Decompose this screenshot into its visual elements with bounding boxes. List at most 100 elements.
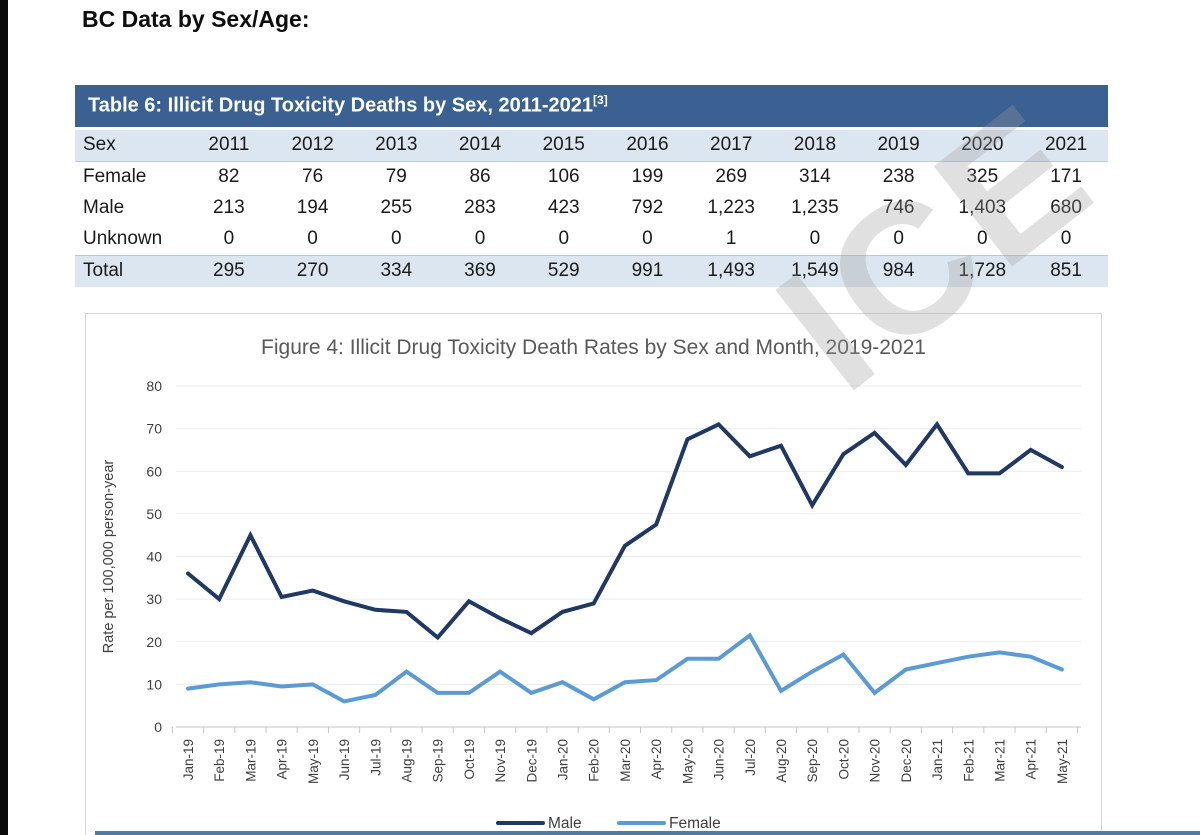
value-cell: 238 xyxy=(882,166,915,188)
value-cell: 255 xyxy=(380,197,413,219)
page-left-edge-bar xyxy=(0,0,8,835)
column-header: 2014 xyxy=(458,134,502,156)
value-cell: 1,549 xyxy=(791,260,839,282)
legend-label-male: Male xyxy=(548,815,582,832)
x-tick-label: Aug-20 xyxy=(774,739,789,783)
value-cell: 680 xyxy=(1050,197,1082,219)
column-header: 2021 xyxy=(1044,134,1088,156)
legend-label-female: Female xyxy=(669,815,721,832)
row-label-cell: Female xyxy=(83,166,147,188)
x-tick-label: Jan-19 xyxy=(181,739,196,780)
value-cell: 1,728 xyxy=(958,260,1007,282)
table6-title: Table 6: Illicit Drug Toxicity Deaths by… xyxy=(88,94,594,117)
table-header-row: Sex 2011 2012 2013 2014 2015 2016 2017 2018 2019 2… xyxy=(75,129,1108,162)
value-cell: 0 xyxy=(307,228,318,250)
female-line xyxy=(186,632,1064,704)
table-row: Unknown 0 0 0 0 0 0 1 0 0 0 0 xyxy=(75,224,1108,256)
value-cell: 76 xyxy=(302,166,324,188)
value-cell: 0 xyxy=(223,228,235,250)
x-tick-label: Jul-19 xyxy=(368,739,383,776)
y-axis-title: Rate per 100,000 person-year xyxy=(101,460,117,654)
row-label-cell: Male xyxy=(83,197,125,219)
figure4-panel: Figure 4: Illicit Drug Toxicity Death Ra… xyxy=(85,313,1102,835)
value-cell: 314 xyxy=(799,166,831,188)
male-line xyxy=(186,420,1064,641)
value-cell: 0 xyxy=(391,228,402,250)
x-tick-label: Aug-19 xyxy=(399,739,414,783)
table6-title-bar: Table 6: Illicit Drug Toxicity Deaths by… xyxy=(75,85,1108,130)
value-cell: 1 xyxy=(725,228,737,250)
table-row: Male 213 194 255 283 423 792 1,223 1,235 746 1,403… xyxy=(75,193,1108,224)
table6: Sex 2011 2012 2013 2014 2015 2016 2017 2018 2019 2… xyxy=(75,129,1108,287)
column-header: 2015 xyxy=(542,134,585,156)
value-cell: 269 xyxy=(715,166,748,188)
x-tick-label: Sep-19 xyxy=(431,739,446,783)
value-cell: 0 xyxy=(1060,228,1072,250)
x-tick-label: Jun-19 xyxy=(337,739,352,780)
x-tick-label: Apr-20 xyxy=(649,739,664,780)
x-tick-label: Apr-19 xyxy=(275,739,290,780)
value-cell: 0 xyxy=(558,228,570,250)
column-header: 2016 xyxy=(626,134,669,156)
x-tick-label: Mar-19 xyxy=(243,739,258,782)
value-cell: 106 xyxy=(547,166,580,188)
x-tick-label: Feb-19 xyxy=(212,739,227,782)
row-label-cell: Total xyxy=(83,260,124,282)
table-row: Total 295 270 334 369 529 991 1,493 1,549 984 1,72… xyxy=(75,255,1108,287)
column-header: 2013 xyxy=(375,134,418,156)
value-cell: 991 xyxy=(631,260,664,282)
value-cell: 369 xyxy=(464,260,496,282)
table6-section: Table 6: Illicit Drug Toxicity Deaths by… xyxy=(75,85,1108,287)
x-tick-label: Mar-20 xyxy=(618,739,633,782)
x-tick-label: Jan-20 xyxy=(556,739,571,780)
x-tick-label: May-21 xyxy=(1055,739,1070,784)
value-cell: 0 xyxy=(977,228,988,250)
x-tick-label: Nov-20 xyxy=(868,739,883,783)
table6-footnote-sup: [3] xyxy=(593,93,608,107)
page-heading: BC Data by Sex/Age: xyxy=(82,6,310,32)
x-tick-label: Feb-20 xyxy=(587,739,602,782)
value-cell: 0 xyxy=(642,228,653,250)
x-tick-label: May-19 xyxy=(306,739,321,784)
value-cell: 79 xyxy=(385,166,407,188)
footer-bar-partial xyxy=(95,831,1200,835)
x-tick-label: Feb-21 xyxy=(961,739,976,782)
value-cell: 171 xyxy=(1050,166,1082,188)
y-tick-label: 70 xyxy=(146,421,162,437)
x-tick-label: Mar-21 xyxy=(992,739,1007,782)
column-header: 2020 xyxy=(961,134,1004,156)
x-tick-label: Nov-19 xyxy=(493,739,508,783)
x-tick-label: Jul-20 xyxy=(743,739,758,776)
value-cell: 792 xyxy=(631,197,664,219)
column-header: Sex xyxy=(83,134,116,156)
value-cell: 0 xyxy=(809,228,821,250)
y-tick-label: 0 xyxy=(154,719,162,735)
value-cell: 213 xyxy=(213,197,245,219)
column-header: 2017 xyxy=(710,134,753,156)
value-cell: 0 xyxy=(893,228,904,250)
y-tick-label: 20 xyxy=(146,634,162,650)
x-tick-label: May-20 xyxy=(680,739,695,784)
y-tick-label: 30 xyxy=(146,591,162,607)
value-cell: 295 xyxy=(213,260,245,282)
column-header: 2012 xyxy=(291,134,334,156)
y-tick-label: 40 xyxy=(146,549,162,565)
value-cell: 1,223 xyxy=(707,197,755,219)
x-tick-label: Apr-21 xyxy=(1024,739,1039,780)
value-cell: 194 xyxy=(296,197,329,219)
x-tick-label: Oct-19 xyxy=(462,739,477,780)
value-cell: 199 xyxy=(631,166,664,188)
column-header: 2019 xyxy=(877,134,920,156)
value-cell: 270 xyxy=(296,260,329,282)
value-cell: 283 xyxy=(464,197,496,219)
x-tick-label: Oct-20 xyxy=(836,739,851,780)
value-cell: 529 xyxy=(547,260,580,282)
value-cell: 1,493 xyxy=(707,260,755,282)
figure4-title: Figure 4: Illicit Drug Toxicity Death Ra… xyxy=(261,336,926,359)
x-tick-label: Sep-20 xyxy=(805,739,820,783)
value-cell: 746 xyxy=(882,197,915,219)
row-label-cell: Unknown xyxy=(83,228,163,250)
value-cell: 1,235 xyxy=(791,197,839,219)
y-tick-label: 60 xyxy=(146,463,162,479)
